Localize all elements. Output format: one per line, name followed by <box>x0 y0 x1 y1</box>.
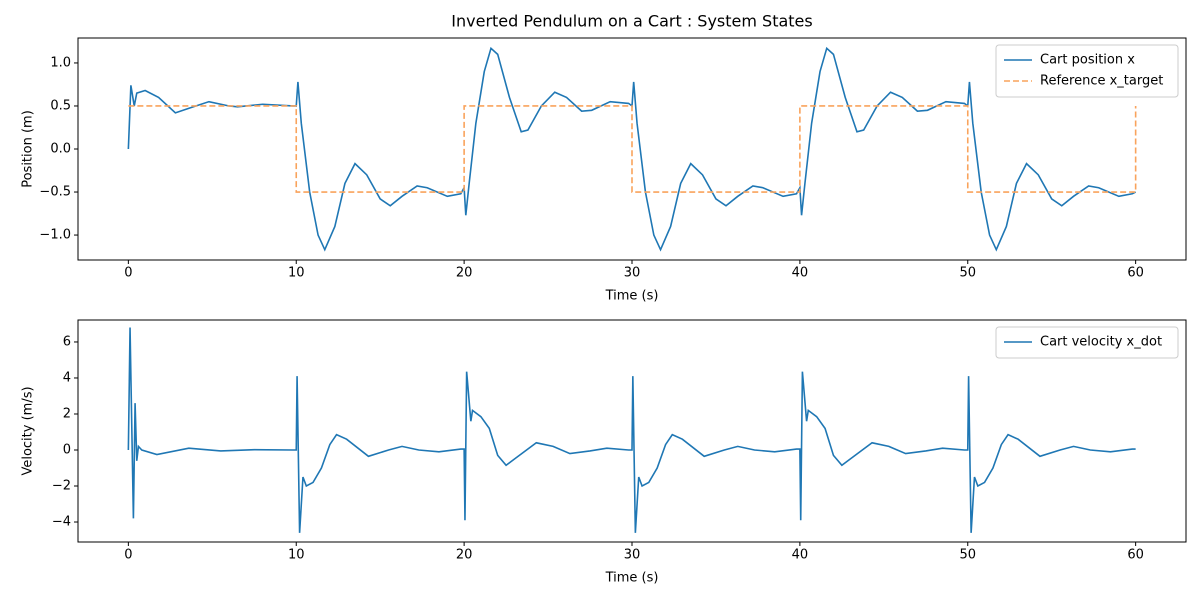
x-tick-label: 10 <box>288 548 305 563</box>
x-tick-label: 40 <box>792 548 809 563</box>
y-tick-label: −0.5 <box>39 185 71 200</box>
y-tick-label: 0.5 <box>50 98 71 113</box>
x-tick-label: 30 <box>624 266 641 281</box>
y-axis-label: Position (m) <box>21 110 36 188</box>
y-tick-label: 6 <box>63 334 71 349</box>
x-tick-label: 30 <box>624 548 641 563</box>
x-tick-label: 20 <box>456 548 473 563</box>
chart-title: Inverted Pendulum on a Cart : System Sta… <box>451 12 812 31</box>
x-tick-label: 50 <box>959 266 976 281</box>
x-tick-label: 20 <box>456 266 473 281</box>
y-tick-label: 0.0 <box>50 142 71 157</box>
x-tick-label: 40 <box>792 266 809 281</box>
legend-box <box>995 44 1179 98</box>
y-tick-label: −4 <box>52 515 71 530</box>
series-line <box>127 327 1136 533</box>
x-axis-label: Time (s) <box>605 571 659 586</box>
series-line <box>127 46 1137 252</box>
legend-label: Cart velocity x_dot <box>1040 335 1162 350</box>
y-tick-label: 2 <box>63 406 71 421</box>
x-tick-label: 10 <box>288 266 305 281</box>
x-tick-label: 60 <box>1127 266 1144 281</box>
y-tick-label: −2 <box>52 479 71 494</box>
y-tick-label: −1.0 <box>39 228 71 243</box>
x-tick-label: 0 <box>124 266 132 281</box>
x-tick-label: 60 <box>1127 548 1144 563</box>
x-tick-label: 50 <box>959 548 976 563</box>
y-tick-label: 0 <box>63 442 71 457</box>
series-line <box>128 105 1137 193</box>
legend-box <box>995 326 1179 359</box>
y-tick-label: 1.0 <box>50 55 71 70</box>
y-axis-label: Velocity (m/s) <box>21 386 36 475</box>
y-tick-label: 4 <box>63 370 71 385</box>
x-tick-label: 0 <box>124 548 132 563</box>
legend-label: Reference x_target <box>1040 74 1163 89</box>
legend-label: Cart position x <box>1040 53 1135 68</box>
x-axis-label: Time (s) <box>605 289 659 304</box>
